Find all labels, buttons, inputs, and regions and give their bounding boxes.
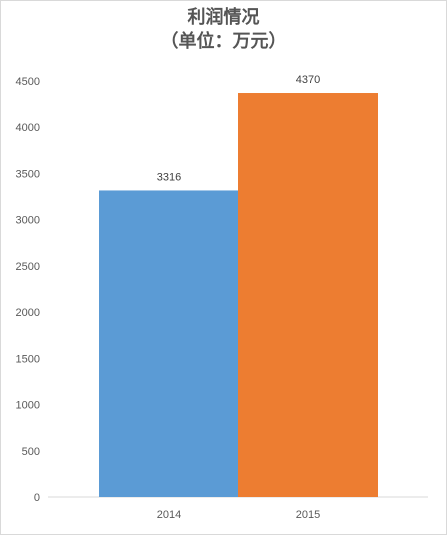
y-tick-label: 1000 — [16, 400, 40, 412]
x-tick-label-2014: 2014 — [157, 509, 181, 521]
y-axis-ticks: 0 500 1000 1500 2000 2500 3000 3500 4000 4500 — [16, 76, 40, 504]
chart-title-block: 利润情况 （单位：万元） — [0, 6, 447, 54]
data-label-2015: 4370 — [296, 74, 320, 86]
x-tick-label-2015: 2015 — [296, 509, 320, 521]
bar-2014 — [99, 190, 239, 497]
y-tick-label: 500 — [22, 446, 40, 458]
y-tick-label: 3000 — [16, 215, 40, 227]
y-tick-label: 0 — [34, 492, 40, 504]
x-axis-ticks: 2014 2015 — [157, 509, 320, 521]
chart-title: 利润情况 — [187, 7, 260, 28]
y-tick-label: 4000 — [16, 122, 40, 134]
y-tick-label: 2500 — [16, 261, 40, 273]
y-tick-label: 3500 — [16, 168, 40, 180]
y-tick-label: 4500 — [16, 76, 40, 88]
chart-subtitle: （单位：万元） — [160, 31, 287, 52]
bar-2015 — [238, 93, 378, 498]
data-label-2014: 3316 — [157, 171, 181, 183]
bars-group: 3316 4370 — [99, 74, 378, 498]
y-tick-label: 1500 — [16, 353, 40, 365]
y-tick-label: 2000 — [16, 307, 40, 319]
